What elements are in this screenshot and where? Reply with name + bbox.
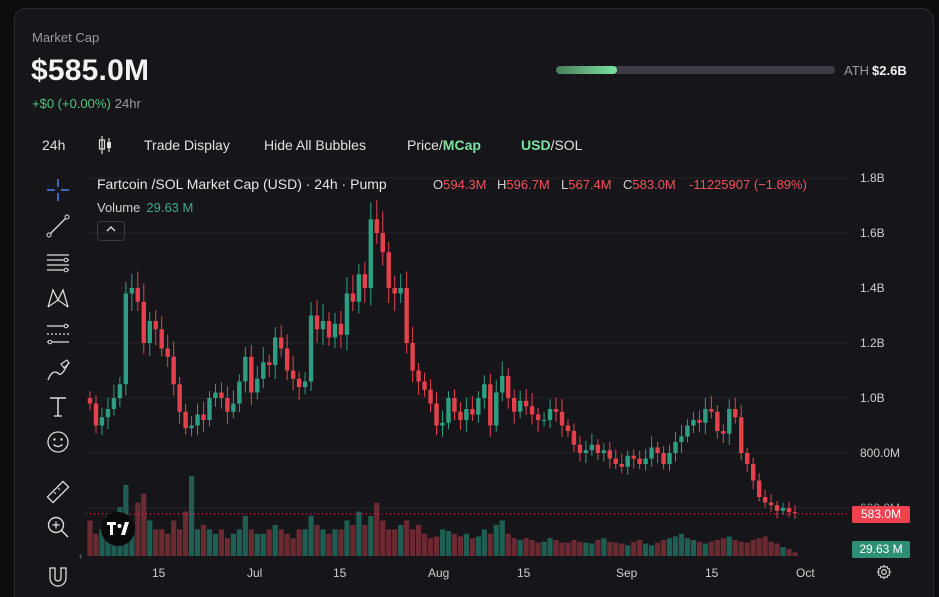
y-label: 1.6B <box>860 226 885 240</box>
x-label: 15 <box>152 566 166 580</box>
ohlc-close: C583.0M <box>623 177 676 192</box>
fib-icon[interactable] <box>42 319 74 349</box>
ruler-icon[interactable] <box>42 477 74 507</box>
last-volume-tag: 29.63 M <box>852 541 910 558</box>
y-label: 1.0B <box>860 391 885 405</box>
change-amount: +$0 (+0.00%) <box>32 96 111 111</box>
ath-label: ATH <box>844 63 870 78</box>
x-label: Sep <box>616 566 638 580</box>
x-label: Oct <box>796 566 815 580</box>
y-label: 1.2B <box>860 336 885 350</box>
market-cap-change: +$0 (+0.00%) 24hr <box>32 96 141 111</box>
sol-option[interactable]: /SOL <box>550 137 583 153</box>
y-label: 1.8B <box>860 171 885 185</box>
ohlc-open: O594.3M <box>433 177 487 192</box>
y-label: 1.4B <box>860 281 885 295</box>
ohlc-low: L567.4M <box>561 177 612 192</box>
ath-progress-fill <box>556 66 618 74</box>
brush-icon[interactable] <box>42 356 74 386</box>
y-label: 800.0M <box>860 446 901 460</box>
trend-line-icon[interactable] <box>42 211 74 241</box>
text-icon[interactable] <box>42 392 74 422</box>
ohlc-high: H596.7M <box>497 177 550 192</box>
magnet-icon[interactable] <box>42 562 74 592</box>
ath-text: ATH $2.6B <box>844 63 907 78</box>
chevron-up-icon <box>106 226 116 232</box>
x-label: Jul <box>247 566 263 580</box>
chart-title: Fartcoin /SOL Market Cap (USD) · 24h · P… <box>97 176 387 192</box>
mcap-option[interactable]: MCap <box>442 137 481 153</box>
x-label: 15 <box>705 566 719 580</box>
zoom-in-icon[interactable] <box>42 512 74 542</box>
last-price-tag: 583.0M <box>852 506 910 523</box>
market-cap-label: Market Cap <box>32 30 100 45</box>
x-label: 15 <box>517 566 531 580</box>
ath-progress-bar <box>556 66 835 74</box>
usd-sol-toggle[interactable]: USD/SOL <box>521 137 582 153</box>
collapse-legend-button[interactable] <box>97 221 125 241</box>
tradingview-logo[interactable] <box>101 512 135 546</box>
usd-option[interactable]: USD <box>521 137 551 153</box>
trade-display-button[interactable]: Trade Display <box>144 137 230 153</box>
interval-button[interactable]: 24h <box>42 137 66 153</box>
price-mcap-toggle[interactable]: Price/MCap <box>407 137 481 153</box>
market-cap-card <box>14 8 934 597</box>
horizontal-lines-icon[interactable] <box>42 247 74 277</box>
x-label: Aug <box>428 566 450 580</box>
price-option[interactable]: Price/ <box>407 137 443 153</box>
market-cap-value: $585.0M <box>31 54 150 87</box>
hide-bubbles-button[interactable]: Hide All Bubbles <box>264 137 366 153</box>
settings-gear-icon[interactable] <box>876 564 892 585</box>
ohlc-change: -11225907 (−1.89%) <box>689 177 807 192</box>
volume-legend: Volume 29.63 M <box>97 200 194 215</box>
change-period: 24hr <box>114 96 141 111</box>
candle-type-button[interactable] <box>98 135 112 158</box>
pattern-icon[interactable] <box>42 283 74 313</box>
scroll-left-icon[interactable]: ‹ <box>79 551 83 562</box>
candlestick-icon <box>98 136 111 154</box>
x-label: 15 <box>333 566 347 580</box>
crosshair-icon[interactable] <box>42 175 74 205</box>
ath-value: $2.6B <box>872 63 907 78</box>
emoji-icon[interactable] <box>42 427 74 457</box>
